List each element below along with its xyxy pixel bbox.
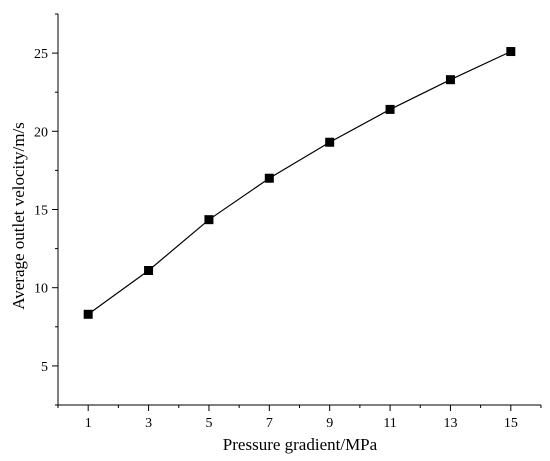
data-point [83,309,93,319]
x-tick-label: 7 [266,416,273,431]
y-tick-label: 5 [41,360,48,375]
x-tick-label: 1 [85,416,92,431]
data-point [445,75,455,85]
x-tick-label: 9 [326,416,333,431]
y-tick-label: 25 [34,47,48,62]
data-point [385,104,395,114]
x-axis-title: Pressure gradient/MPa [223,435,378,454]
y-tick-label: 15 [34,204,48,219]
x-axis-ticks: 1 3 5 7 9 11 13 15 [57,405,542,431]
data-point [506,47,516,57]
y-tick-label: 10 [34,282,48,297]
x-tick-label: 15 [504,416,518,431]
x-tick-label: 3 [145,416,152,431]
data-point [325,137,335,147]
data-point [264,173,274,183]
y-tick-label: 20 [34,125,48,140]
series-group [83,47,516,319]
series-line [87,50,512,315]
data-point [204,215,214,225]
axes [57,14,541,406]
y-axis-title: Average outlet velocity/m/s [9,122,28,310]
data-point [144,265,154,275]
x-tick-label: 11 [383,416,396,431]
y-axis-ticks: 5 10 15 20 25 [34,13,58,406]
x-tick-label: 5 [205,416,212,431]
x-tick-label: 13 [443,416,457,431]
